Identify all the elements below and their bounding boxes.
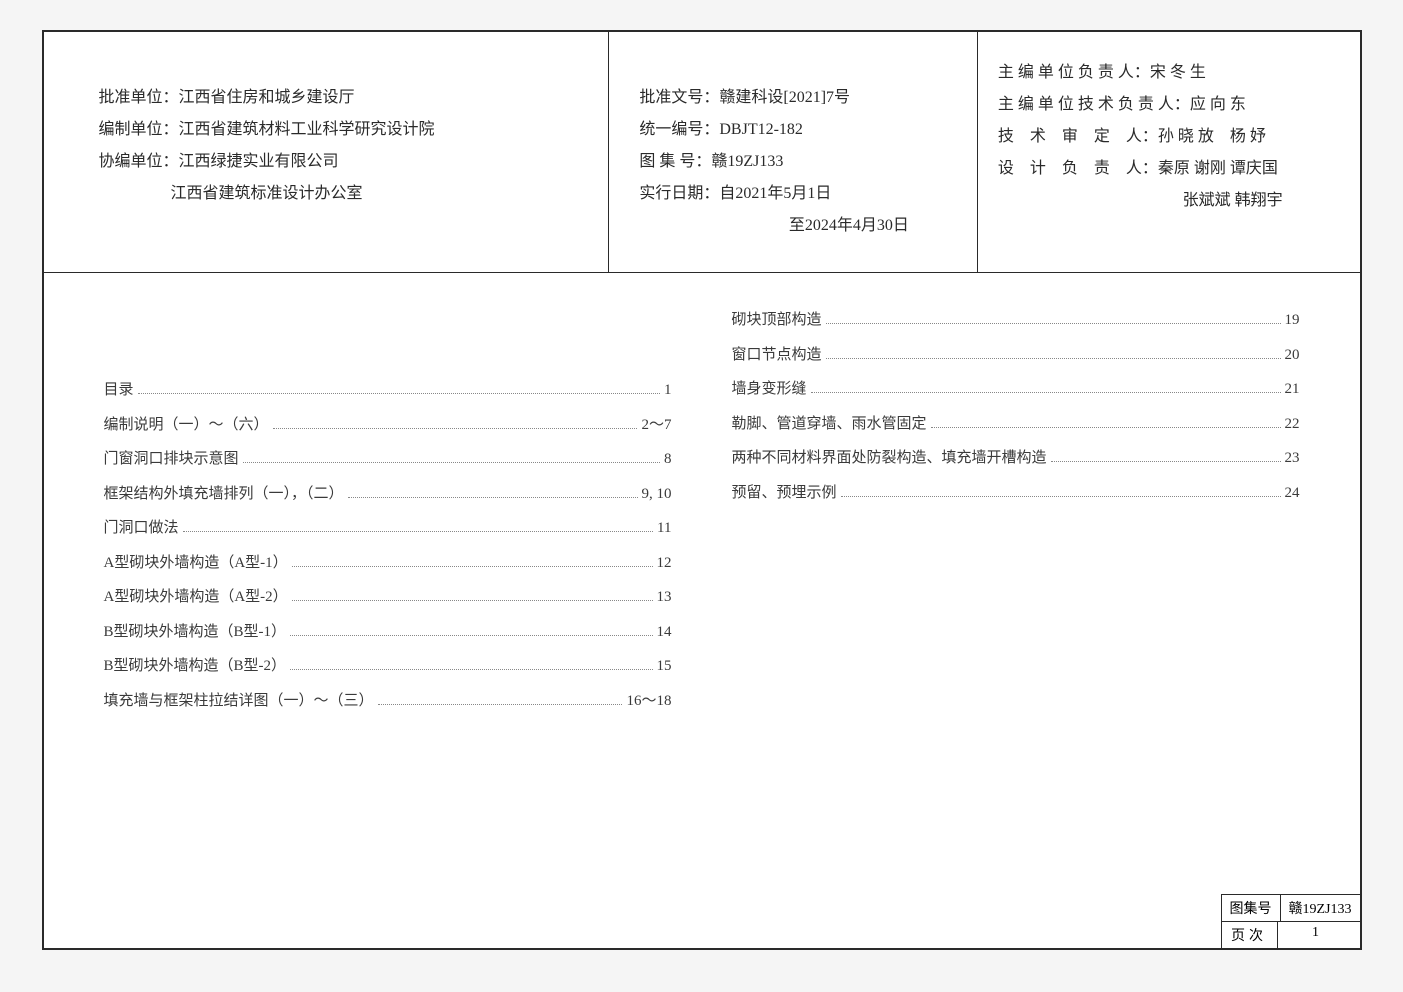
stamp-row: 页次 1 (1222, 921, 1360, 948)
toc-page: 22 (1285, 407, 1300, 442)
toc-dots (273, 428, 638, 429)
toc-page: 2～7 (641, 408, 671, 443)
toc-item: 勒脚、管道穿墙、雨水管固定 22 (732, 407, 1300, 442)
toc-item: 窗口节点构造 20 (732, 338, 1300, 373)
toc-page: 24 (1285, 476, 1300, 511)
toc-page: 23 (1285, 441, 1300, 476)
toc-dots (292, 566, 653, 567)
compile-unit: 编制单位：江西省建筑材料工业科学研究设计院 (99, 114, 589, 146)
toc-dots (348, 497, 638, 498)
toc-item: A型砌块外墙构造（A型-1） 12 (104, 546, 672, 581)
toc-title: 预留、预埋示例 (732, 476, 837, 511)
stamp-page-value: 1 (1278, 922, 1354, 948)
toc-item: 门窗洞口排块示意图 8 (104, 442, 672, 477)
unified-number: 统一编号：DBJT12-182 (639, 114, 956, 146)
toc-dots (811, 392, 1281, 393)
toc-title: 墙身变形缝 (732, 372, 807, 407)
toc-page: 19 (1285, 303, 1300, 338)
toc-item: 目录 1 (104, 373, 672, 408)
design-leader: 设 计 负 责 人：秦原 谢刚 谭庆国 (998, 153, 1340, 185)
toc-page: 1 (664, 373, 672, 408)
toc-dots (1051, 461, 1281, 462)
toc-dots (378, 704, 623, 705)
toc-page: 20 (1285, 338, 1300, 373)
toc-title: B型砌块外墙构造（B型-1） (104, 615, 287, 650)
design-leader-2: 张斌斌 韩翔宇 (998, 185, 1340, 217)
toc-left-column: 目录 1 编制说明（一）～（六） 2～7 门窗洞口排块示意图 8 框架结构外填充墙排列… (104, 303, 702, 918)
toc-dots (243, 462, 660, 463)
toc-item: B型砌块外墙构造（B型-2） 15 (104, 649, 672, 684)
toc-item: A型砌块外墙构造（A型-2） 13 (104, 580, 672, 615)
toc-dots (290, 669, 652, 670)
toc-page: 11 (657, 511, 671, 546)
stamp-box: 图集号 赣19ZJ133 页次 1 (1221, 894, 1360, 948)
co-compile-unit-2: 江西省建筑标准设计办公室 (99, 178, 589, 210)
stamp-atlas-value: 赣19ZJ133 (1281, 895, 1360, 921)
toc-page: 8 (664, 442, 672, 477)
toc-page: 12 (657, 546, 672, 581)
toc-title: 目录 (104, 373, 134, 408)
toc-title: 填充墙与框架柱拉结详图（一）～（三） (104, 684, 374, 719)
approval-number: 批准文号：赣建科设[2021]7号 (639, 82, 956, 114)
toc-item: 砌块顶部构造 19 (732, 303, 1300, 338)
toc-dots (290, 635, 652, 636)
effective-date-to: 至2024年4月30日 (639, 210, 956, 242)
toc-dots (183, 531, 654, 532)
toc-title: 框架结构外填充墙排列（一），（二） (104, 477, 344, 512)
toc-title: A型砌块外墙构造（A型-1） (104, 546, 288, 581)
content-body: 目录 1 编制说明（一）～（六） 2～7 门窗洞口排块示意图 8 框架结构外填充墙排列… (44, 273, 1360, 948)
toc-title: B型砌块外墙构造（B型-2） (104, 649, 287, 684)
toc-title: 编制说明（一）～（六） (104, 408, 269, 443)
atlas-number: 图 集 号：赣19ZJ133 (639, 146, 956, 178)
toc-page: 21 (1285, 372, 1300, 407)
stamp-row: 图集号 赣19ZJ133 (1222, 895, 1360, 921)
toc-page: 16～18 (626, 684, 671, 719)
header-left-block: 批准单位：江西省住房和城乡建设厅 编制单位：江西省建筑材料工业科学研究设计院 协… (44, 32, 610, 272)
header-right-block: 主 编 单 位 负 责 人：宋 冬 生 主 编 单 位 技 术 负 责 人：应 … (978, 32, 1360, 272)
toc-dots (138, 393, 660, 394)
toc-item: 墙身变形缝 21 (732, 372, 1300, 407)
toc-item: 门洞口做法 11 (104, 511, 672, 546)
toc-item: 框架结构外填充墙排列（一），（二） 9, 10 (104, 477, 672, 512)
effective-date-from: 实行日期：自2021年5月1日 (639, 178, 956, 210)
toc-title: 窗口节点构造 (732, 338, 822, 373)
toc-page: 9, 10 (642, 477, 672, 512)
toc-item: 预留、预埋示例 24 (732, 476, 1300, 511)
toc-title: A型砌块外墙构造（A型-2） (104, 580, 288, 615)
stamp-page-label: 页次 (1222, 922, 1278, 948)
toc-right-column: 砌块顶部构造 19 窗口节点构造 20 墙身变形缝 21 勒脚、管道穿墙、雨水管固定 2… (702, 303, 1300, 918)
toc-title: 门窗洞口排块示意图 (104, 442, 239, 477)
toc-title: 砌块顶部构造 (732, 303, 822, 338)
toc-page: 15 (657, 649, 672, 684)
toc-item: B型砌块外墙构造（B型-1） 14 (104, 615, 672, 650)
toc-page: 13 (657, 580, 672, 615)
toc-title: 勒脚、管道穿墙、雨水管固定 (732, 407, 927, 442)
header-mid-block: 批准文号：赣建科设[2021]7号 统一编号：DBJT12-182 图 集 号：… (609, 32, 977, 272)
toc-dots (292, 600, 653, 601)
toc-item: 两种不同材料界面处防裂构造、填充墙开槽构造 23 (732, 441, 1300, 476)
header: 批准单位：江西省住房和城乡建设厅 编制单位：江西省建筑材料工业科学研究设计院 协… (44, 32, 1360, 273)
tech-reviewer: 技 术 审 定 人：孙 晓 放 杨 妤 (998, 121, 1340, 153)
toc-item: 编制说明（一）～（六） 2～7 (104, 408, 672, 443)
co-compile-unit: 协编单位：江西绿捷实业有限公司 (99, 146, 589, 178)
toc-dots (826, 323, 1281, 324)
toc-title: 门洞口做法 (104, 511, 179, 546)
chief-tech-leader: 主 编 单 位 技 术 负 责 人：应 向 东 (998, 89, 1340, 121)
chief-unit-leader: 主 编 单 位 负 责 人：宋 冬 生 (998, 57, 1340, 89)
stamp-atlas-label: 图集号 (1222, 895, 1281, 921)
toc-dots (841, 496, 1281, 497)
toc-dots (931, 427, 1281, 428)
toc-title: 两种不同材料界面处防裂构造、填充墙开槽构造 (732, 441, 1047, 476)
document-sheet: 批准单位：江西省住房和城乡建设厅 编制单位：江西省建筑材料工业科学研究设计院 协… (42, 30, 1362, 950)
toc-dots (826, 358, 1281, 359)
toc-page: 14 (657, 615, 672, 650)
approval-unit: 批准单位：江西省住房和城乡建设厅 (99, 82, 589, 114)
toc-item: 填充墙与框架柱拉结详图（一）～（三） 16～18 (104, 684, 672, 719)
